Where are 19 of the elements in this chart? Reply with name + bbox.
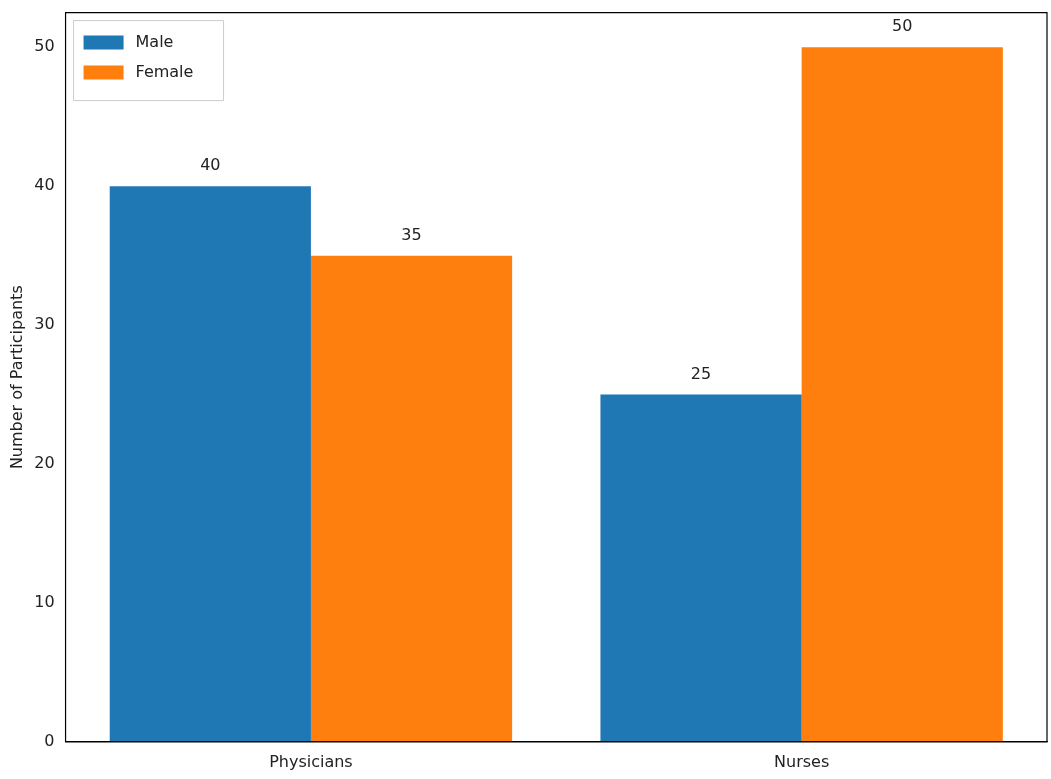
- y-tick-label: 50: [34, 36, 55, 56]
- data-label: 40: [200, 155, 221, 175]
- bar: [600, 394, 802, 742]
- y-tick-label: 0: [44, 730, 55, 750]
- y-tick-label: 30: [34, 314, 55, 334]
- bar: [310, 255, 513, 742]
- x-tick-label: Nurses: [774, 751, 830, 771]
- data-label: 35: [401, 224, 422, 244]
- y-tick-label: 40: [34, 175, 55, 195]
- bar: [109, 186, 311, 742]
- y-tick-label: 20: [34, 453, 55, 473]
- legend-label: Male: [135, 31, 174, 51]
- bar: [801, 47, 1003, 742]
- data-label: 25: [690, 363, 712, 383]
- y-axis-title: Number of Participants: [6, 285, 26, 470]
- data-label: 50: [892, 16, 913, 36]
- legend-label: Female: [135, 61, 194, 81]
- y-tick-label: 10: [34, 592, 55, 612]
- x-tick-label: Physicians: [269, 751, 353, 771]
